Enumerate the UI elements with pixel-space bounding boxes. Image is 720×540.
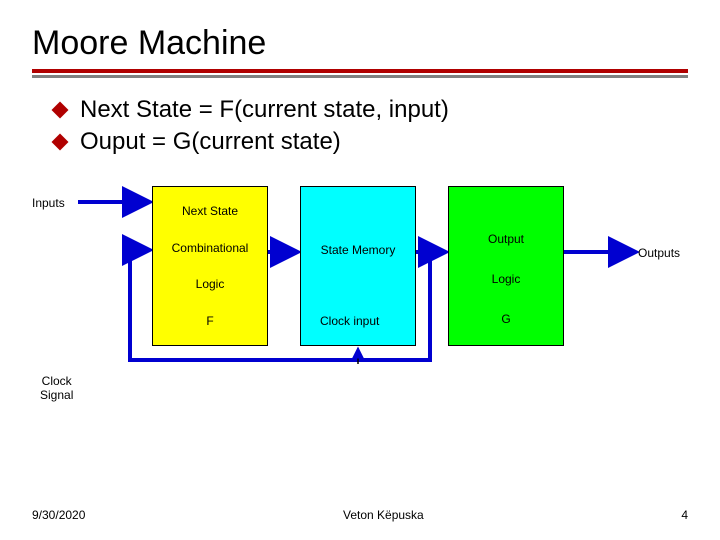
box-output: Output Logic G (448, 186, 564, 346)
box-line: Logic (492, 272, 521, 286)
bullet-list: Next State = F(current state, input) Oup… (32, 96, 688, 156)
box-line: Next State (182, 204, 238, 218)
bullet-item: Ouput = G(current state) (54, 128, 688, 156)
box-line: Output (488, 232, 524, 246)
footer-date: 9/30/2020 (32, 508, 85, 522)
diamond-icon (52, 102, 69, 119)
footer-page: 4 (681, 508, 688, 522)
slide-footer: 9/30/2020 Veton Këpuska 4 (32, 508, 688, 522)
box-line: State Memory (321, 243, 396, 257)
diamond-icon (52, 134, 69, 151)
moore-diagram: Inputs Next State Combinational Logic F Sta… (32, 178, 688, 438)
box-line: Combinational (172, 241, 249, 255)
bullet-item: Next State = F(current state, input) (54, 96, 688, 124)
label-inputs: Inputs (32, 196, 65, 210)
slide-title: Moore Machine (32, 24, 688, 63)
bullet-text: Ouput = G(current state) (80, 128, 341, 156)
label-clock-input: Clock input (320, 314, 379, 328)
title-underline (32, 69, 688, 73)
label-clock-signal: Clock Signal (40, 374, 73, 402)
box-line: F (206, 314, 213, 328)
footer-author: Veton Këpuska (343, 508, 424, 522)
box-next-state: Next State Combinational Logic F (152, 186, 268, 346)
label-outputs: Outputs (638, 246, 680, 260)
box-line: Logic (196, 277, 225, 291)
box-line: G (501, 312, 510, 326)
title-shadow (32, 75, 688, 78)
bullet-text: Next State = F(current state, input) (80, 96, 449, 124)
